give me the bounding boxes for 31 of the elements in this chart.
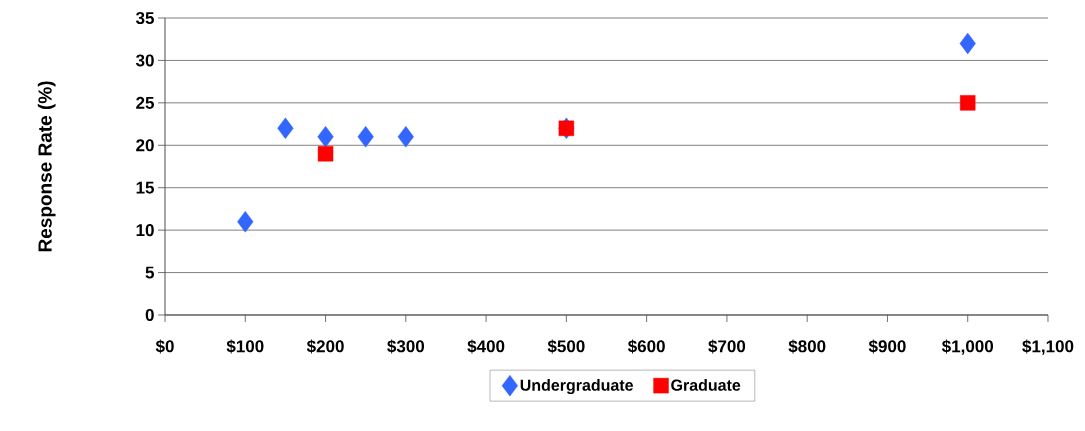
point <box>317 126 334 148</box>
y-tick-label: 35 <box>135 11 155 25</box>
x-tick-label: $100 <box>226 339 264 354</box>
point <box>317 146 334 162</box>
point <box>237 210 254 233</box>
y-tick-label: 0 <box>145 308 154 322</box>
y-axis-title: Response Rate (%) <box>37 81 56 252</box>
legend-label: Graduate <box>671 379 741 391</box>
point <box>960 95 976 111</box>
x-tick-label: $700 <box>708 339 746 354</box>
x-tick-label: $500 <box>547 339 585 354</box>
x-tick-label: $300 <box>387 339 425 354</box>
x-tick-label: $1,000 <box>941 339 994 355</box>
y-tick-label: 15 <box>136 181 155 194</box>
y-tick-label: 30 <box>135 54 154 67</box>
point <box>357 126 374 148</box>
x-tick-label: $1,100 <box>1022 339 1074 355</box>
point <box>397 126 414 148</box>
legend-label: Undergraduate <box>520 379 633 395</box>
y-tick-label: 25 <box>136 96 155 109</box>
point <box>959 32 976 55</box>
y-tick-label: 10 <box>136 224 154 237</box>
point <box>277 117 294 140</box>
x-tick-label: $600 <box>627 339 665 354</box>
x-tick-label: $200 <box>306 339 344 354</box>
x-tick-label: $400 <box>467 339 505 354</box>
x-tick-label: $900 <box>868 339 906 354</box>
y-tick-label: 20 <box>136 139 154 152</box>
x-tick-label: $800 <box>788 339 826 354</box>
x-tick-label: $0 <box>155 339 174 354</box>
y-tick-label: 5 <box>145 266 155 279</box>
